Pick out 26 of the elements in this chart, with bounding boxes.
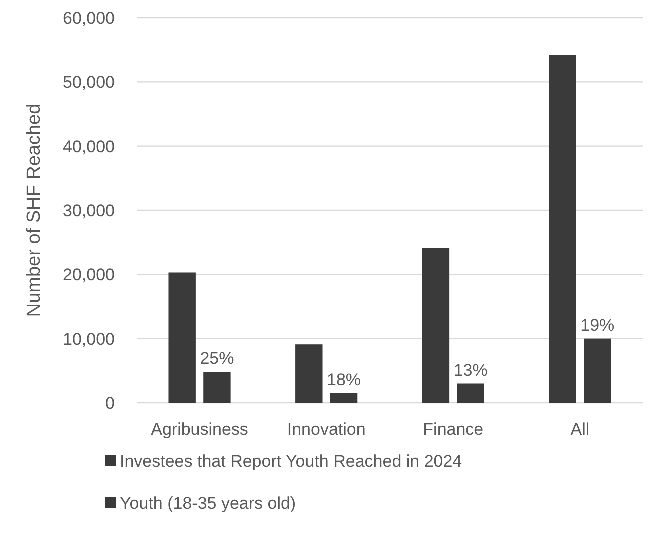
bar [457,384,484,403]
y-tick-label: 0 [106,394,115,413]
annotation: 18% [327,370,362,390]
x-tick-label: All [570,420,590,439]
x-tick-label: Innovation [287,420,366,439]
bar [422,248,450,403]
y-tick-label: 30,000 [63,201,115,220]
annotation: 19% [580,316,615,335]
y-tick-label: 10,000 [63,330,115,349]
bar [204,372,231,403]
annotation: 25% [200,349,234,368]
y-tick-label: 60,000 [63,8,115,28]
y-tick-label: 20,000 [63,266,115,285]
y-tick-label: 50,000 [63,73,115,92]
bar [584,338,612,403]
y-tick-label: 40,000 [63,137,115,156]
annotation: 13% [454,360,488,380]
bar [168,272,196,403]
legend-label: Investees that Report Youth Reached in 2024 [120,452,462,471]
bar [296,344,323,403]
legend-label: Youth (18-35 years old) [120,494,296,513]
bar [549,55,576,403]
x-tick-label: Agribusiness [151,420,248,439]
bar [330,393,358,403]
y-axis-title: Number of SHF Reached [24,104,45,318]
x-tick-label: Finance [423,420,484,439]
